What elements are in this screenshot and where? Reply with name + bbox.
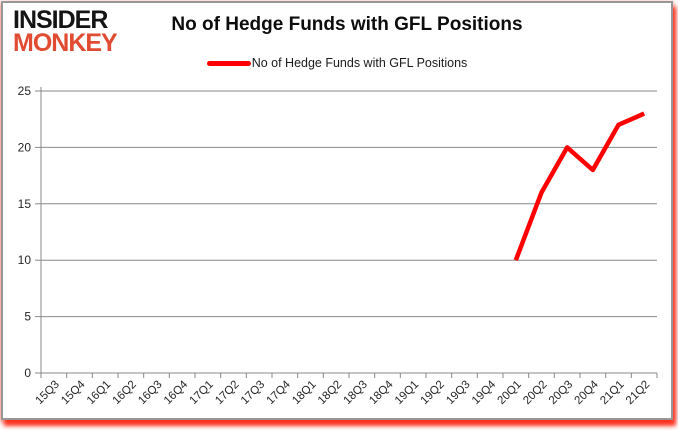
y-tick-label: 0 — [24, 366, 31, 380]
x-tick-label: 20Q3 — [547, 379, 575, 407]
series-line — [513, 111, 646, 261]
chart-title: No of Hedge Funds with GFL Positions — [171, 14, 523, 35]
x-tick-label: 21Q2 — [624, 379, 652, 407]
x-tick-label: 20Q2 — [521, 379, 549, 407]
x-tick-label: 17Q1 — [188, 379, 216, 407]
y-tick-label: 15 — [18, 197, 32, 211]
x-tick-label: 18Q2 — [316, 379, 344, 407]
logo-line-insider: INSIDER — [13, 6, 108, 34]
x-tick-label: 20Q4 — [573, 378, 602, 407]
x-tick-label: 17Q3 — [239, 379, 267, 407]
line-chart: 051015202515Q315Q416Q116Q216Q316Q417Q117… — [18, 84, 658, 407]
y-tick-label: 25 — [18, 84, 32, 98]
x-tick-label: 17Q4 — [265, 378, 294, 407]
legend: No of Hedge Funds with GFL Positions — [3, 56, 671, 70]
legend-label: No of Hedge Funds with GFL Positions — [251, 56, 468, 70]
x-tick-label: 18Q3 — [342, 379, 370, 407]
x-tick-label: 19Q4 — [470, 378, 499, 407]
x-tick-label: 15Q4 — [59, 378, 88, 407]
x-tick-label: 19Q2 — [419, 379, 447, 407]
y-tick-label: 20 — [18, 140, 32, 154]
x-tick-label: 16Q1 — [85, 379, 113, 407]
insider-monkey-logo: INSIDER MONKEY — [13, 6, 118, 57]
y-tick-label: 5 — [24, 310, 31, 324]
x-tick-label: 21Q1 — [598, 379, 626, 407]
y-tick-label: 10 — [18, 253, 32, 267]
x-tick-label: 15Q3 — [34, 379, 62, 407]
x-tick-label: 18Q1 — [290, 379, 318, 407]
x-tick-label: 16Q4 — [162, 378, 191, 407]
x-tick-label: 20Q1 — [496, 379, 524, 407]
x-tick-label: 19Q3 — [444, 379, 472, 407]
x-tick-label: 18Q4 — [367, 378, 396, 407]
x-tick-label: 17Q2 — [213, 379, 241, 407]
x-tick-label: 16Q2 — [111, 379, 139, 407]
x-tick-label: 19Q1 — [393, 379, 421, 407]
legend-line-marker — [206, 60, 251, 66]
chart-card: INSIDER MONKEY No of Hedge Funds with GF… — [1, 1, 673, 420]
logo-line-monkey: MONKEY — [13, 29, 118, 57]
x-tick-label: 16Q3 — [136, 379, 164, 407]
